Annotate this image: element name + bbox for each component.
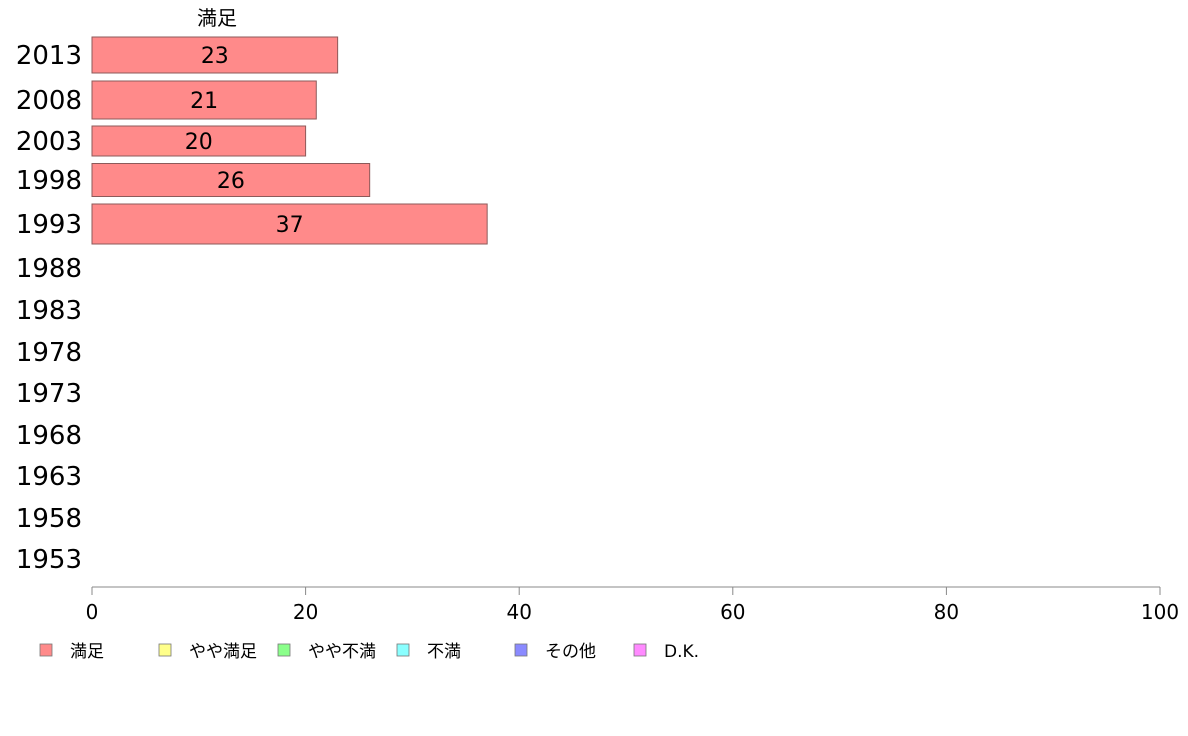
y-tick-label-1998: 1998 — [16, 166, 82, 196]
y-tick-label-1993: 1993 — [16, 210, 82, 240]
legend-swatch-5 — [633, 643, 647, 657]
x-tick-label-20: 20 — [293, 600, 318, 624]
legend-label-3: 不満 — [427, 642, 461, 662]
y-tick-label-1963: 1963 — [16, 462, 82, 492]
series-header: 満足 — [197, 6, 237, 30]
y-tick-label-1973: 1973 — [16, 379, 82, 409]
legend-label-0: 満足 — [70, 642, 104, 662]
x-tick-label-80: 80 — [934, 600, 959, 624]
y-tick-label-2003: 2003 — [16, 127, 82, 157]
x-tick-label-0: 0 — [86, 600, 99, 624]
legend-swatch-3 — [396, 643, 410, 657]
y-tick-label-1988: 1988 — [16, 254, 82, 284]
bar-1998 — [91, 163, 371, 197]
bar-value-label-2008: 21 — [190, 89, 218, 114]
y-tick-label-1968: 1968 — [16, 421, 82, 451]
y-tick-label-1958: 1958 — [16, 504, 82, 534]
x-tick-label-40: 40 — [506, 600, 531, 624]
y-tick-label-1978: 1978 — [16, 338, 82, 368]
x-tick-label-60: 60 — [720, 600, 745, 624]
bar-2008 — [91, 80, 317, 120]
legend-label-1: やや満足 — [189, 642, 257, 662]
y-tick-label-2008: 2008 — [16, 86, 82, 116]
y-tick-label-1953: 1953 — [16, 545, 82, 575]
legend-swatch-0 — [39, 643, 53, 657]
bar-2013 — [91, 36, 339, 74]
legend-swatch-1 — [158, 643, 172, 657]
bar-1993 — [91, 203, 488, 245]
bar-value-label-2003: 20 — [185, 130, 213, 155]
legend-swatch-4 — [514, 643, 528, 657]
y-tick-label-1983: 1983 — [16, 296, 82, 326]
bar-value-label-2013: 23 — [201, 44, 229, 69]
x-tick-label-100: 100 — [1141, 600, 1179, 624]
bar-value-label-1993: 37 — [276, 213, 304, 238]
bar-value-label-1998: 26 — [217, 169, 245, 194]
legend-swatch-2 — [277, 643, 291, 657]
y-tick-label-2013: 2013 — [16, 41, 82, 71]
legend-label-5: D.K. — [664, 642, 699, 662]
bar-2003 — [91, 125, 307, 157]
legend-label-2: やや不満 — [308, 642, 376, 662]
legend-label-4: その他 — [545, 642, 596, 662]
